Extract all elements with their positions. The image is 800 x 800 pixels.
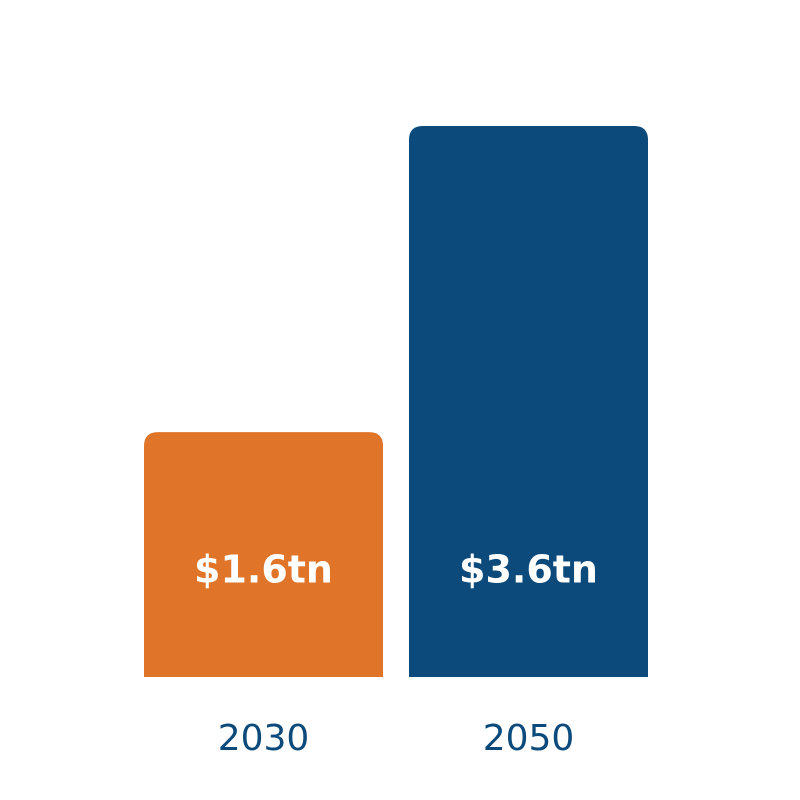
x-tick-label-2030: 2030 — [218, 718, 310, 759]
x-axis-tick-labels: 2030 2050 — [218, 718, 575, 759]
x-tick-label-2050: 2050 — [483, 718, 575, 759]
bars-group — [144, 126, 648, 677]
bar-value-label-2030: $1.6tn — [194, 548, 333, 592]
bar-2050 — [409, 126, 648, 677]
value-labels-group: $1.6tn $3.6tn — [194, 548, 598, 592]
bar-value-label-2050: $3.6tn — [459, 548, 598, 592]
bar-2030 — [144, 432, 383, 677]
